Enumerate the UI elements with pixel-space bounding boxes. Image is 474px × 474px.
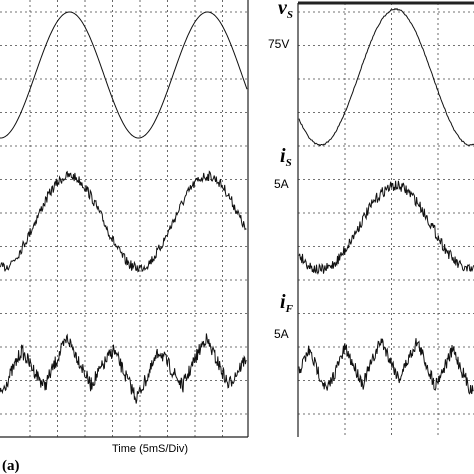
symbol: v — [278, 0, 288, 19]
trace-symbol: iS — [280, 145, 292, 169]
trace-scale: 5A — [274, 327, 289, 341]
time-label: Time (5mS/Div) — [112, 443, 188, 455]
subscript: F — [285, 303, 294, 315]
waveform — [298, 338, 474, 395]
trace-symbol: iF — [280, 291, 294, 315]
symbol: i — [280, 291, 286, 313]
waveform — [0, 333, 247, 404]
waveform — [0, 170, 247, 273]
subscript: S — [286, 157, 292, 169]
panel-label: (a) — [2, 458, 20, 474]
trace-scale: 5A — [274, 177, 289, 191]
trace-symbol: vS — [278, 0, 293, 21]
waveform — [298, 180, 474, 275]
subscript: S — [287, 9, 293, 21]
waveforms — [0, 7, 474, 404]
symbol: i — [280, 145, 286, 167]
waveform — [0, 11, 248, 139]
waveform — [298, 7, 474, 147]
trace-scale: 75V — [268, 37, 289, 51]
